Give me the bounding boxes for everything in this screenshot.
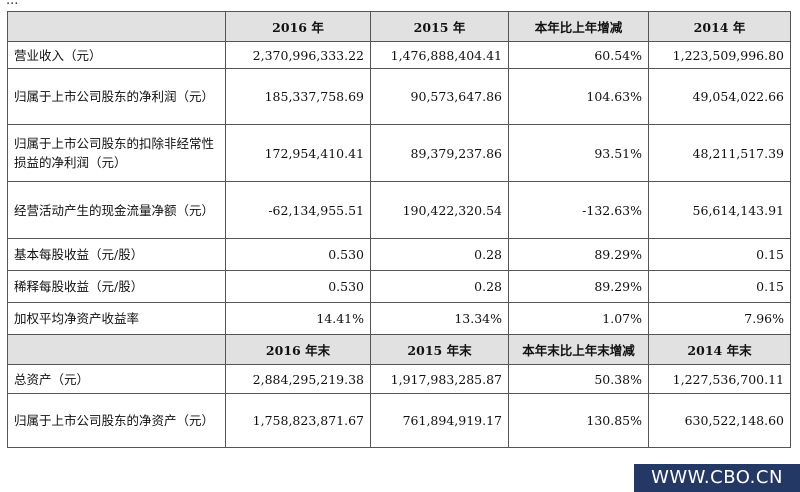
value-cell: 0.28	[370, 238, 509, 271]
header-cell-2016: 2016 年	[225, 11, 371, 42]
table-row: 归属于上市公司股东的扣除非经常性损益的净利润（元） 172,954,410.41…	[7, 124, 791, 182]
value-cell: 1,223,509,996.80	[648, 41, 791, 69]
row-label: 基本每股收益（元/股）	[7, 238, 226, 271]
row-label: 经营活动产生的现金流量净额（元）	[7, 181, 226, 239]
header-cell-change: 本年比上年增减	[508, 11, 649, 42]
value-cell: 190,422,320.54	[370, 181, 509, 239]
row-label: 归属于上市公司股东的净资产（元）	[7, 393, 226, 448]
table-row: 归属于上市公司股东的净利润（元） 185,337,758.69 90,573,6…	[7, 68, 791, 125]
value-cell: 89,379,237.86	[370, 124, 509, 182]
table-row: 总资产（元） 2,884,295,219.38 1,917,983,285.87…	[7, 364, 791, 394]
value-cell: 2,370,996,333.22	[225, 41, 371, 69]
value-cell: 104.63%	[508, 68, 649, 125]
value-cell: 90,573,647.86	[370, 68, 509, 125]
value-cell: 48,211,517.39	[648, 124, 791, 182]
value-cell: 1,476,888,404.41	[370, 41, 509, 69]
header-cell-2014-end: 2014 年末	[648, 334, 791, 365]
value-cell: 630,522,148.60	[648, 393, 791, 448]
header-cell-change-end: 本年末比上年末增减	[508, 334, 649, 365]
value-cell: 56,614,143.91	[648, 181, 791, 239]
row-label: 稀释每股收益（元/股）	[7, 270, 226, 303]
value-cell: 60.54%	[508, 41, 649, 69]
header-cell-2015: 2015 年	[370, 11, 509, 42]
table-row: 归属于上市公司股东的净资产（元） 1,758,823,871.67 761,89…	[7, 393, 791, 448]
value-cell: 1,758,823,871.67	[225, 393, 371, 448]
value-cell: -62,134,955.51	[225, 181, 371, 239]
value-cell: -132.63%	[508, 181, 649, 239]
row-label: 营业收入（元）	[7, 41, 226, 69]
table-row: 经营活动产生的现金流量净额（元） -62,134,955.51 190,422,…	[7, 181, 791, 239]
table-row: 加权平均净资产收益率 14.41% 13.34% 1.07% 7.96%	[7, 302, 791, 335]
value-cell: 89.29%	[508, 270, 649, 303]
table-subheader-row: 2016 年末 2015 年末 本年末比上年末增减 2014 年末	[7, 334, 791, 365]
value-cell: 7.96%	[648, 302, 791, 335]
value-cell: 0.530	[225, 270, 371, 303]
header-cell-label	[7, 11, 226, 42]
value-cell: 50.38%	[508, 364, 649, 394]
value-cell: 93.51%	[508, 124, 649, 182]
value-cell: 0.28	[370, 270, 509, 303]
value-cell: 0.15	[648, 270, 791, 303]
value-cell: 0.530	[225, 238, 371, 271]
header-cell-2016-end: 2016 年末	[225, 334, 371, 365]
row-label: 归属于上市公司股东的净利润（元）	[7, 68, 226, 125]
value-cell: 1,227,536,700.11	[648, 364, 791, 394]
value-cell: 89.29%	[508, 238, 649, 271]
value-cell: 2,884,295,219.38	[225, 364, 371, 394]
financial-data-table: 2016 年 2015 年 本年比上年增减 2014 年 营业收入（元） 2,3…	[7, 11, 791, 448]
value-cell: 14.41%	[225, 302, 371, 335]
value-cell: 49,054,022.66	[648, 68, 791, 125]
row-label: 归属于上市公司股东的扣除非经常性损益的净利润（元）	[7, 124, 226, 182]
table-row: 稀释每股收益（元/股） 0.530 0.28 89.29% 0.15	[7, 270, 791, 303]
value-cell: 130.85%	[508, 393, 649, 448]
row-label: 总资产（元）	[7, 364, 226, 394]
watermark-logo: WWW.CBO.CN	[634, 464, 800, 492]
top-text-fragment: ...	[6, 0, 19, 8]
table-header-row: 2016 年 2015 年 本年比上年增减 2014 年	[7, 11, 791, 42]
header-cell-label	[7, 334, 226, 365]
value-cell: 172,954,410.41	[225, 124, 371, 182]
table-row: 营业收入（元） 2,370,996,333.22 1,476,888,404.4…	[7, 41, 791, 69]
table-row: 基本每股收益（元/股） 0.530 0.28 89.29% 0.15	[7, 238, 791, 271]
value-cell: 1.07%	[508, 302, 649, 335]
value-cell: 1,917,983,285.87	[370, 364, 509, 394]
header-cell-2014: 2014 年	[648, 11, 791, 42]
row-label: 加权平均净资产收益率	[7, 302, 226, 335]
header-cell-2015-end: 2015 年末	[370, 334, 509, 365]
value-cell: 761,894,919.17	[370, 393, 509, 448]
value-cell: 185,337,758.69	[225, 68, 371, 125]
value-cell: 0.15	[648, 238, 791, 271]
value-cell: 13.34%	[370, 302, 509, 335]
